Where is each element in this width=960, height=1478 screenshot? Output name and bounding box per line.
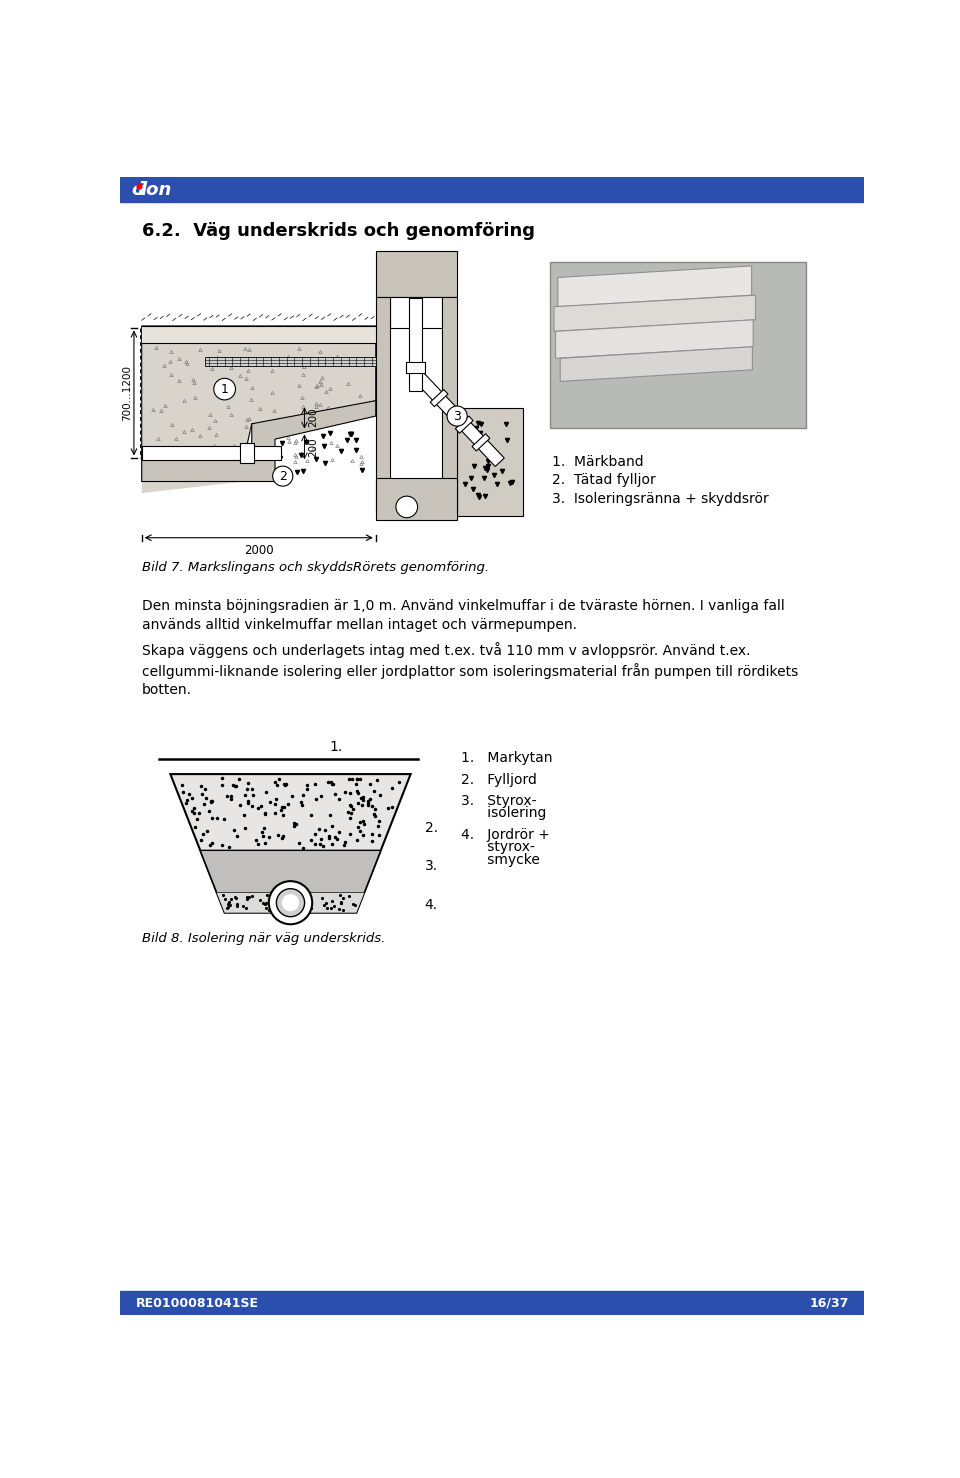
Bar — [142, 327, 375, 343]
Text: styrox-: styrox- — [461, 841, 535, 854]
Polygon shape — [561, 347, 753, 381]
Polygon shape — [412, 370, 504, 467]
Polygon shape — [201, 850, 381, 893]
Circle shape — [273, 466, 293, 486]
Polygon shape — [472, 435, 490, 451]
Text: isolering: isolering — [461, 807, 546, 820]
Text: i: i — [137, 182, 143, 200]
Text: 200: 200 — [308, 437, 319, 457]
Text: 2.  Tätad fylljor: 2. Tätad fylljor — [552, 473, 657, 488]
Bar — [442, 297, 457, 513]
Circle shape — [214, 378, 235, 401]
Text: lon: lon — [141, 182, 172, 200]
Circle shape — [282, 894, 300, 912]
Text: o: o — [132, 182, 144, 200]
Polygon shape — [554, 296, 756, 331]
Polygon shape — [430, 390, 448, 406]
Bar — [205, 356, 375, 367]
Text: 2.: 2. — [424, 820, 438, 835]
Polygon shape — [170, 774, 411, 913]
Polygon shape — [142, 454, 275, 482]
Bar — [406, 362, 425, 372]
Bar — [120, 1290, 864, 1315]
Bar — [120, 177, 864, 202]
Bar — [375, 477, 457, 520]
Circle shape — [396, 497, 418, 517]
Text: 2000: 2000 — [244, 544, 274, 557]
Text: 1.  Märkband: 1. Märkband — [552, 455, 644, 469]
Text: Den minsta böjningsradien är 1,0 m. Använd vinkelmuffar i de tväraste hörnen. I : Den minsta böjningsradien är 1,0 m. Anvä… — [142, 599, 784, 631]
Circle shape — [276, 888, 304, 916]
Text: 6.2.  Väg underskrids och genomföring: 6.2. Väg underskrids och genomföring — [142, 222, 535, 239]
Bar — [390, 328, 442, 551]
Bar — [375, 250, 457, 297]
Polygon shape — [142, 458, 244, 494]
Text: 3.: 3. — [424, 859, 438, 872]
Polygon shape — [558, 266, 752, 307]
Polygon shape — [457, 408, 523, 516]
Bar — [142, 446, 281, 460]
Text: RE0100081041SE: RE0100081041SE — [135, 1296, 258, 1310]
Text: 3.  Isoleringsränna + skyddsrör: 3. Isoleringsränna + skyddsrör — [552, 492, 769, 505]
Text: Bild 8. Isolering när väg underskrids.: Bild 8. Isolering när väg underskrids. — [142, 933, 385, 944]
Text: 3.   Styrox-: 3. Styrox- — [461, 794, 537, 808]
Circle shape — [447, 406, 468, 426]
Text: 2: 2 — [278, 470, 287, 483]
Text: 1.: 1. — [329, 740, 343, 754]
Circle shape — [269, 881, 312, 924]
Polygon shape — [252, 401, 375, 455]
Bar — [375, 297, 390, 513]
Text: Bild 7. Markslingans och skyddsRörets genomföring.: Bild 7. Markslingans och skyddsRörets ge… — [142, 560, 489, 573]
Text: 2.   Fylljord: 2. Fylljord — [461, 773, 537, 786]
Text: 16/37: 16/37 — [809, 1296, 849, 1310]
Text: 3: 3 — [453, 409, 461, 423]
Polygon shape — [455, 417, 473, 433]
Bar — [390, 297, 442, 328]
Polygon shape — [142, 327, 375, 458]
Text: 200: 200 — [308, 408, 319, 427]
Text: 700...1200: 700...1200 — [122, 365, 132, 421]
Text: 4.: 4. — [424, 899, 438, 912]
Polygon shape — [217, 893, 364, 913]
Text: 1: 1 — [221, 383, 228, 396]
Text: Skapa väggens och underlagets intag med t.ex. två 110 mm v avloppsrör. Använd t.: Skapa väggens och underlagets intag med … — [142, 641, 798, 698]
Polygon shape — [556, 319, 754, 358]
Bar — [410, 299, 421, 390]
Bar — [240, 443, 254, 463]
Bar — [550, 262, 805, 427]
Text: 4.   Jordrör +: 4. Jordrör + — [461, 828, 550, 842]
Text: smycke: smycke — [461, 853, 540, 866]
Text: 1.   Markytan: 1. Markytan — [461, 751, 553, 766]
